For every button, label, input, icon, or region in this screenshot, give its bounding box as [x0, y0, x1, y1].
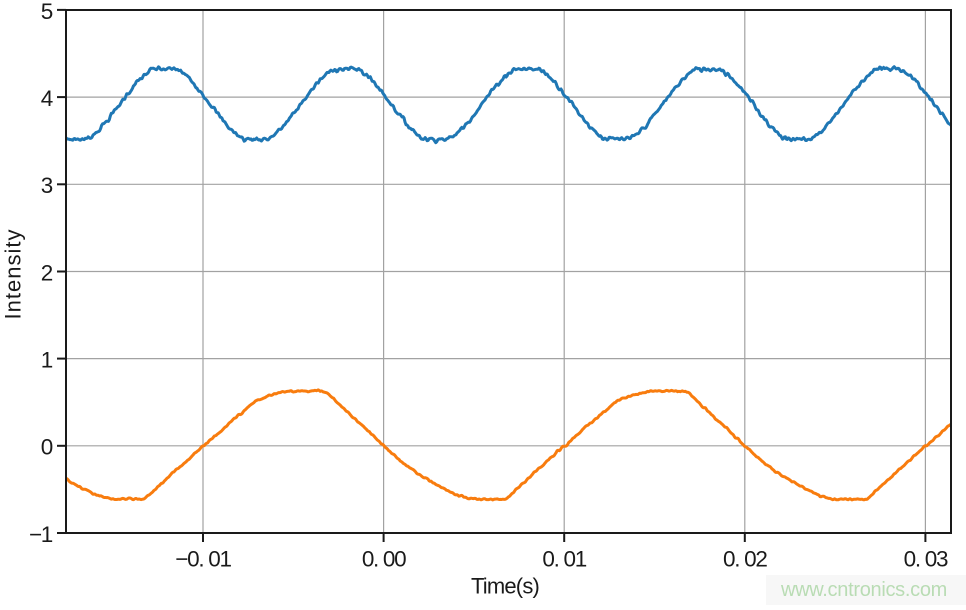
svg-text:1: 1	[41, 348, 53, 373]
svg-text:−0. 01: −0. 01	[175, 547, 231, 572]
svg-text:0: 0	[41, 435, 53, 460]
svg-text:0. 02: 0. 02	[723, 547, 767, 572]
svg-text:Time(s): Time(s)	[471, 573, 539, 598]
svg-text:www.cntronics.com: www.cntronics.com	[780, 579, 947, 601]
svg-text:5: 5	[41, 0, 53, 24]
svg-text:4: 4	[41, 86, 53, 111]
svg-text:Intensity: Intensity	[1, 229, 26, 320]
svg-text:0. 01: 0. 01	[542, 547, 586, 572]
svg-text:−1: −1	[29, 522, 53, 547]
svg-text:2: 2	[41, 260, 53, 285]
svg-text:3: 3	[41, 173, 53, 198]
svg-text:0. 00: 0. 00	[362, 547, 406, 572]
svg-text:0. 03: 0. 03	[904, 547, 948, 572]
